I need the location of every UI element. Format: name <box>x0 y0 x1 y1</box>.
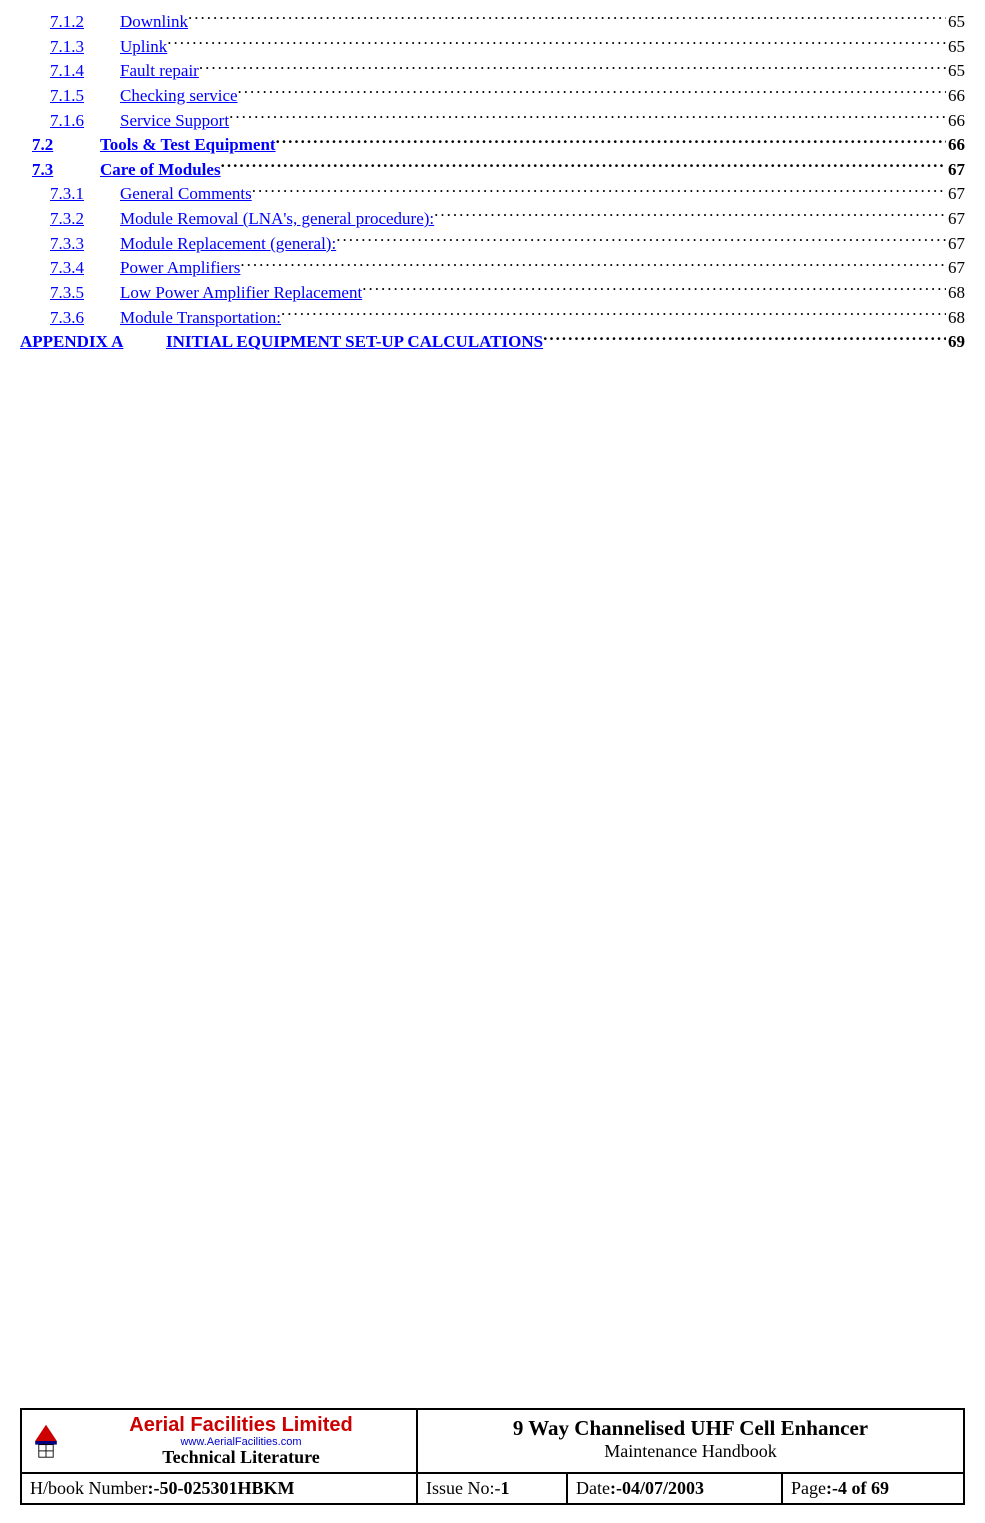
toc-number[interactable]: 7.1.6 <box>50 109 120 134</box>
toc-page-number: 67 <box>946 182 965 207</box>
toc-title[interactable]: Module Transportation: <box>120 306 281 331</box>
toc-number[interactable]: 7.1.4 <box>50 59 120 84</box>
toc-row: 7.3.5 Low Power Amplifier Replacement 68 <box>20 281 965 306</box>
toc-title[interactable]: Checking service <box>120 84 238 109</box>
toc-title[interactable]: Module Replacement (general): <box>120 232 336 257</box>
toc-page-number: 67 <box>946 158 965 183</box>
toc-appendix-label[interactable]: APPENDIX A <box>20 330 166 355</box>
toc-page-number: 66 <box>946 84 965 109</box>
toc-title[interactable]: Uplink <box>120 35 167 60</box>
document-subtitle: Maintenance Handbook <box>422 1441 959 1462</box>
toc-section-row: 7.3 Care of Modules 67 <box>20 158 965 183</box>
footer-bottom-row: H/book Number:-50-025301HBKM Issue No:-1… <box>22 1474 963 1503</box>
page-footer: Aerial Facilities Limited www.AerialFaci… <box>20 1408 965 1505</box>
toc-number[interactable]: 7.3 <box>32 158 100 183</box>
toc-appendix-row: APPENDIX A INITIAL EQUIPMENT SET-UP CALC… <box>20 330 965 355</box>
toc-number[interactable]: 7.1.5 <box>50 84 120 109</box>
toc-number[interactable]: 7.3.4 <box>50 256 120 281</box>
toc-number[interactable]: 7.3.2 <box>50 207 120 232</box>
handbook-number-cell: H/book Number:-50-025301HBKM <box>22 1474 418 1503</box>
toc-page-number: 66 <box>946 109 965 134</box>
toc-row: 7.1.3 Uplink 65 <box>20 35 965 60</box>
toc-leader-dots <box>199 59 946 76</box>
toc-content: 7.1.2 Downlink 65 7.1.3 Uplink 65 7.1.4 … <box>0 0 985 355</box>
toc-row: 7.1.5 Checking service 66 <box>20 84 965 109</box>
toc-title[interactable]: Care of Modules <box>100 158 221 183</box>
toc-title[interactable]: Power Amplifiers <box>120 256 240 281</box>
date-label: Date <box>576 1478 610 1498</box>
toc-page-number: 65 <box>946 35 965 60</box>
toc-number[interactable]: 7.3.6 <box>50 306 120 331</box>
toc-number[interactable]: 7.1.2 <box>50 10 120 35</box>
toc-page-number: 68 <box>946 281 965 306</box>
toc-leader-dots <box>362 281 946 298</box>
toc-row: 7.1.6 Service Support 66 <box>20 109 965 134</box>
toc-title[interactable]: General Comments <box>120 182 252 207</box>
page-number-cell: Page:-4 of 69 <box>783 1474 963 1503</box>
date-cell: Date:-04/07/2003 <box>568 1474 783 1503</box>
toc-leader-dots <box>188 10 946 27</box>
page-label: Page <box>791 1478 826 1498</box>
date-value: :-04/07/2003 <box>610 1478 704 1498</box>
handbook-label: H/book Number <box>30 1478 147 1498</box>
toc-row: 7.3.1 General Comments 67 <box>20 182 965 207</box>
toc-leader-dots <box>167 35 946 52</box>
toc-number[interactable]: 7.3.3 <box>50 232 120 257</box>
toc-row: 7.1.4 Fault repair 65 <box>20 59 965 84</box>
toc-leader-dots <box>276 133 946 150</box>
company-logo-icon <box>28 1423 64 1459</box>
document-title-cell: 9 Way Channelised UHF Cell Enhancer Main… <box>418 1410 963 1472</box>
logo-text-block: Aerial Facilities Limited www.AerialFaci… <box>72 1414 410 1468</box>
toc-number[interactable]: 7.2 <box>32 133 100 158</box>
literature-label: Technical Literature <box>72 1448 410 1468</box>
toc-leader-dots <box>238 84 946 101</box>
issue-value: 1 <box>501 1478 510 1498</box>
toc-row: 7.1.2 Downlink 65 <box>20 10 965 35</box>
toc-page-number: 69 <box>946 330 965 355</box>
footer-top-row: Aerial Facilities Limited www.AerialFaci… <box>22 1410 963 1474</box>
toc-title[interactable]: Service Support <box>120 109 229 134</box>
toc-page-number: 66 <box>946 133 965 158</box>
company-name: Aerial Facilities Limited <box>72 1414 410 1436</box>
toc-leader-dots <box>252 182 946 199</box>
logo-cell: Aerial Facilities Limited www.AerialFaci… <box>22 1410 418 1472</box>
toc-page-number: 65 <box>946 59 965 84</box>
toc-leader-dots <box>229 109 946 126</box>
toc-title[interactable]: Low Power Amplifier Replacement <box>120 281 362 306</box>
toc-number[interactable]: 7.1.3 <box>50 35 120 60</box>
toc-title[interactable]: Module Removal (LNA's, general procedure… <box>120 207 434 232</box>
toc-number[interactable]: 7.3.1 <box>50 182 120 207</box>
handbook-value: :-50-025301HBKM <box>147 1478 294 1498</box>
toc-page-number: 67 <box>946 207 965 232</box>
toc-page-number: 68 <box>946 306 965 331</box>
toc-leader-dots <box>281 306 946 323</box>
toc-leader-dots <box>434 207 946 224</box>
toc-row: 7.3.4 Power Amplifiers 67 <box>20 256 965 281</box>
toc-title[interactable]: Downlink <box>120 10 188 35</box>
toc-row: 7.3.6 Module Transportation: 68 <box>20 306 965 331</box>
toc-title[interactable]: Fault repair <box>120 59 199 84</box>
page-value: :-4 of 69 <box>826 1478 889 1498</box>
toc-page-number: 67 <box>946 256 965 281</box>
toc-number[interactable]: 7.3.5 <box>50 281 120 306</box>
toc-page-number: 67 <box>946 232 965 257</box>
toc-page-number: 65 <box>946 10 965 35</box>
toc-section-row: 7.2 Tools & Test Equipment 66 <box>20 133 965 158</box>
toc-title[interactable]: Tools & Test Equipment <box>100 133 276 158</box>
toc-leader-dots <box>240 256 946 273</box>
issue-number-cell: Issue No:-1 <box>418 1474 568 1503</box>
issue-label: Issue No:- <box>426 1478 501 1498</box>
toc-leader-dots <box>543 330 946 347</box>
toc-row: 7.3.3 Module Replacement (general): 67 <box>20 232 965 257</box>
document-title: 9 Way Channelised UHF Cell Enhancer <box>422 1416 959 1441</box>
toc-row: 7.3.2 Module Removal (LNA's, general pro… <box>20 207 965 232</box>
toc-leader-dots <box>336 232 946 249</box>
toc-appendix-title[interactable]: INITIAL EQUIPMENT SET-UP CALCULATIONS <box>166 330 543 355</box>
toc-leader-dots <box>221 158 946 175</box>
